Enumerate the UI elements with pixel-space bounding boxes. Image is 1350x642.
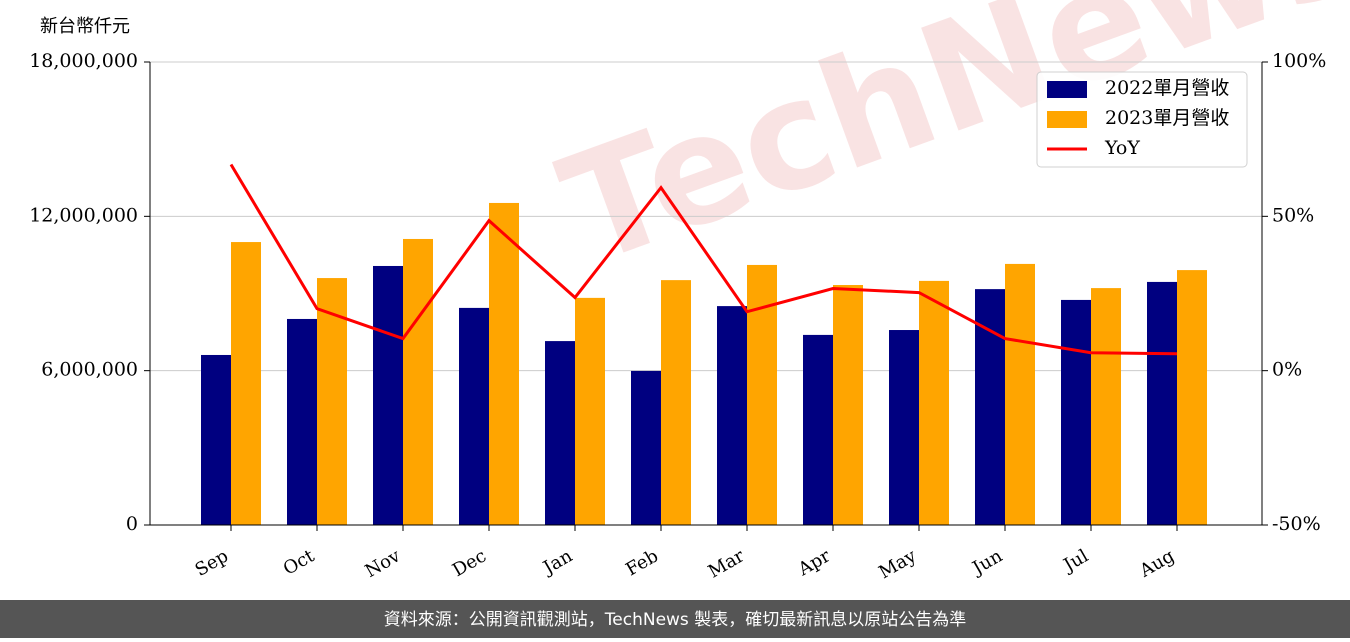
x-tick-label: Apr	[794, 545, 834, 580]
legend-swatch	[1047, 81, 1087, 98]
bar	[717, 306, 747, 525]
bar	[459, 307, 489, 525]
bar	[575, 297, 605, 525]
bar	[833, 285, 863, 525]
x-tick-label: Feb	[622, 545, 662, 580]
x-tick-label: Aug	[1135, 545, 1178, 582]
y2-tick-label: -50%	[1272, 513, 1321, 535]
bar	[975, 289, 1005, 525]
bar	[919, 280, 949, 525]
bar	[1147, 281, 1177, 525]
y2-tick-label: 50%	[1272, 204, 1314, 226]
y-tick-label: 6,000,000	[41, 359, 138, 381]
bar	[889, 330, 919, 525]
bar	[1177, 270, 1207, 525]
legend-box	[1036, 71, 1248, 168]
y2-tick-label: 0%	[1272, 359, 1302, 381]
bar	[201, 354, 231, 525]
y-tick-label: 0	[126, 513, 138, 535]
bar	[803, 334, 833, 525]
x-tick-label: Nov	[362, 545, 405, 582]
bar	[1091, 288, 1121, 525]
legend-label: 2022單月營收	[1105, 77, 1229, 99]
bar	[231, 242, 261, 526]
bar	[1005, 263, 1035, 525]
x-tick-label: Jul	[1058, 545, 1092, 577]
x-tick-label: Jun	[967, 545, 1006, 580]
bar	[489, 202, 519, 526]
x-tick-label: Sep	[192, 545, 232, 580]
bar	[661, 280, 691, 525]
line	[229, 163, 1178, 356]
legend-swatch	[1047, 111, 1087, 128]
x-tick-label: Dec	[449, 545, 490, 581]
legend-label: YoY	[1104, 137, 1140, 159]
bar	[287, 318, 317, 525]
footer-bar	[0, 600, 1350, 638]
bar	[1061, 299, 1091, 525]
y-tick-label: 18,000,000	[29, 50, 138, 72]
x-tick-label: May	[875, 545, 920, 583]
bar	[545, 341, 575, 525]
bar	[317, 278, 347, 525]
x-tick-label: Mar	[705, 545, 749, 582]
bar	[403, 238, 433, 526]
legend-label: 2023單月營收	[1105, 107, 1229, 129]
footer-text: 資料來源：公開資訊觀測站，TechNews 製表，確切最新訊息以原站公告為準	[384, 610, 966, 630]
y-tick-label: 12,000,000	[29, 204, 138, 226]
bar	[373, 265, 403, 525]
x-tick-label: Oct	[280, 545, 319, 580]
x-tick-label: Jan	[538, 545, 576, 579]
y2-tick-label: 100%	[1272, 50, 1326, 72]
bar	[631, 370, 661, 525]
y-axis-label: 新台幣仟元	[40, 16, 130, 37]
